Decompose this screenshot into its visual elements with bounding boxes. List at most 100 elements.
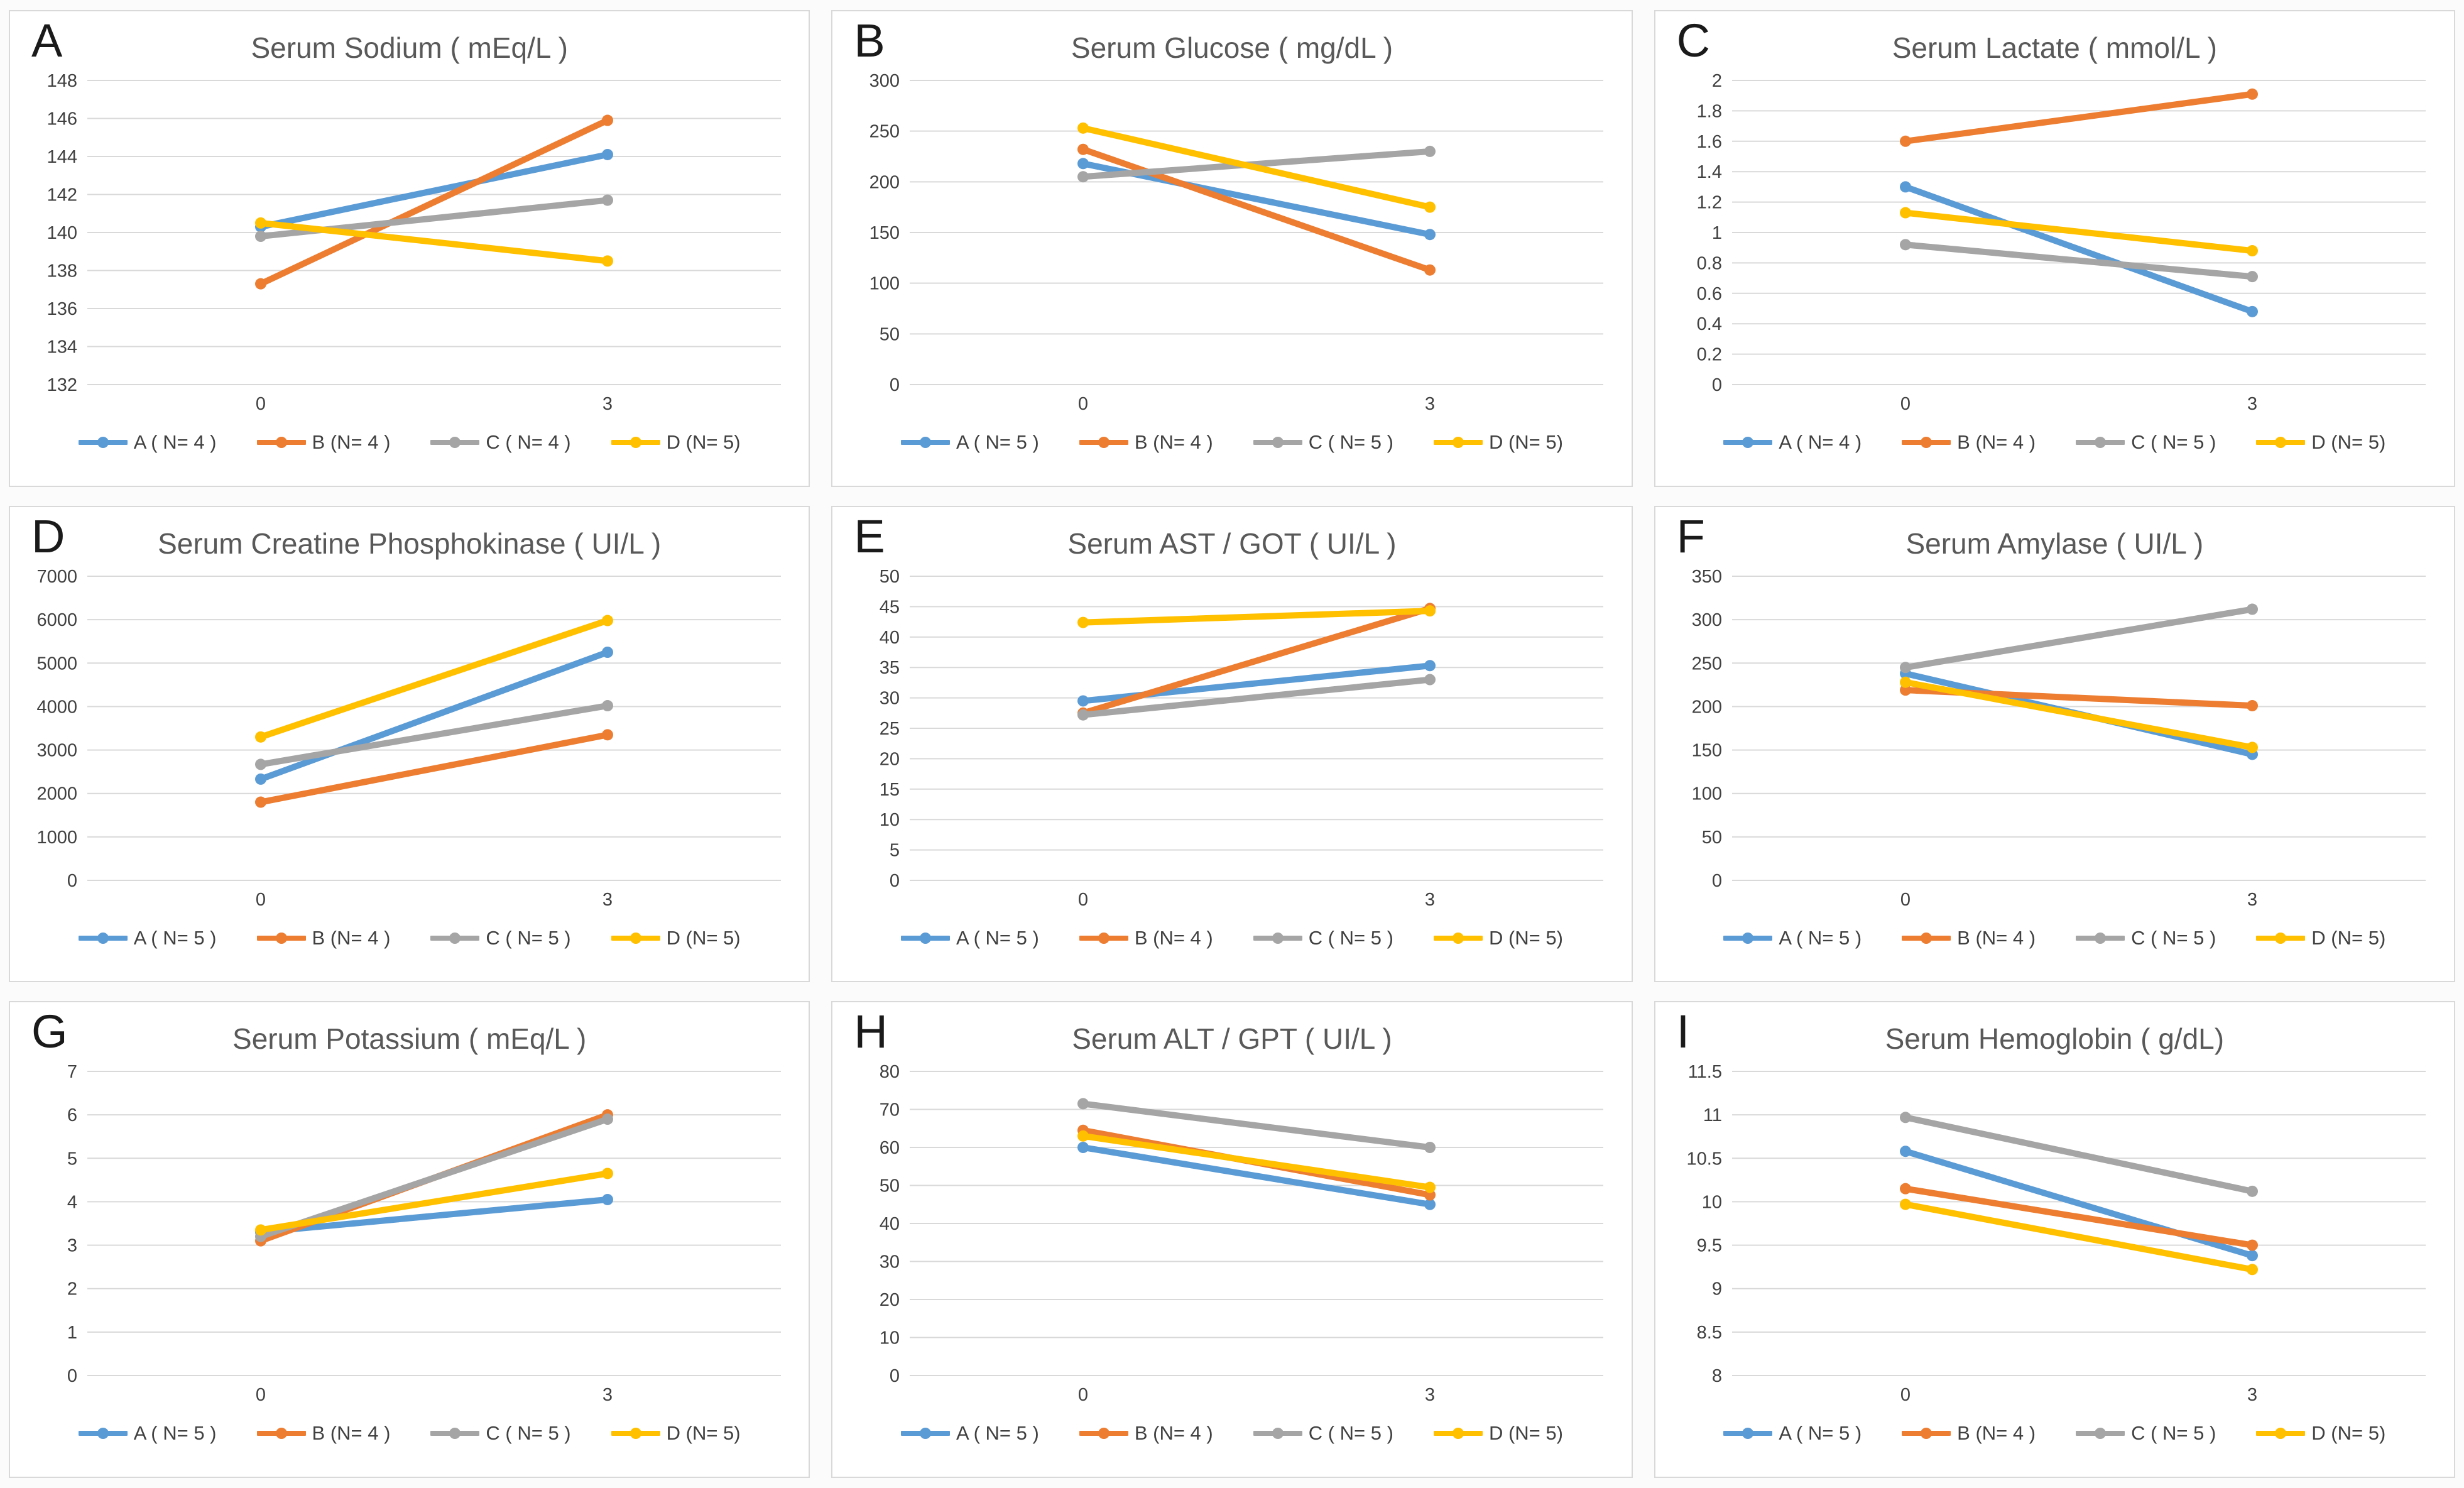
legend-series-marker-icon <box>1079 1428 1128 1440</box>
y-axis-tick-label: 9.5 <box>1697 1236 1722 1256</box>
y-axis-tick-label: 250 <box>869 122 900 142</box>
y-axis-tick-label: 300 <box>1692 610 1722 630</box>
data-point-marker <box>254 231 266 243</box>
data-point-marker <box>1900 135 1912 147</box>
legend-marker <box>275 1428 287 1440</box>
legend-label: C ( N= 5 ) <box>1308 1422 1393 1445</box>
data-point-marker <box>1424 229 1436 241</box>
y-axis-tick-label: 200 <box>1692 697 1722 717</box>
chart-legend-h: A ( N= 5 ) B (N= 4 ) C ( N= 5 ) D (N= 5) <box>832 1411 1631 1456</box>
y-axis-tick-label: 10 <box>880 1328 900 1348</box>
y-axis-tick-label: 1.2 <box>1697 193 1722 213</box>
legend-item: C ( N= 5 ) <box>430 1422 571 1445</box>
legend-series-marker-icon <box>256 932 306 944</box>
legend-item: C ( N= 5 ) <box>2076 1422 2216 1445</box>
legend-series-marker-icon <box>78 1428 128 1440</box>
y-axis-tick-label: 15 <box>880 779 900 799</box>
series-line <box>257 219 611 265</box>
chart-legend-e: A ( N= 5 ) B (N= 4 ) C ( N= 5 ) D (N= 5) <box>832 916 1631 961</box>
legend-marker <box>630 437 641 448</box>
panel-letter-d: D <box>31 510 65 562</box>
legend-series-marker-icon <box>901 1428 951 1440</box>
data-point-marker <box>1900 1112 1912 1124</box>
data-point-marker <box>1077 143 1089 155</box>
x-axis-tick-label: 0 <box>1078 394 1088 414</box>
legend-series-marker-icon <box>2076 1428 2125 1440</box>
data-point-marker <box>1424 659 1436 671</box>
data-point-marker <box>254 217 266 229</box>
legend-label: B (N= 4 ) <box>1134 1422 1213 1445</box>
chart-title-i: Serum Hemoglobin ( g/dL) <box>1885 1022 2225 1056</box>
data-point-marker <box>1900 207 1912 219</box>
chart-panel-e: E Serum AST / GOT ( UI/L ) 50 45 40 35 30 25 2… <box>831 505 1633 983</box>
y-axis-tick-label: 148 <box>46 72 77 91</box>
legend-label: D (N= 5) <box>1488 1422 1563 1445</box>
data-point-marker <box>254 773 266 785</box>
y-axis-tick-label: 8.5 <box>1697 1323 1722 1343</box>
y-axis-tick-label: 0 <box>67 871 77 891</box>
y-axis-tick-label: 10 <box>1702 1193 1722 1213</box>
chart-panel-g: G Serum Potassium ( mEq/L ) 7 6 5 4 3 2 1 0 0 3 A… <box>9 1001 810 1478</box>
series-line <box>1079 676 1433 718</box>
x-axis-tick-label: 0 <box>256 1385 266 1405</box>
data-point-marker <box>2247 1186 2259 1198</box>
data-point-marker <box>1077 616 1089 628</box>
legend-label: A ( N= 4 ) <box>1779 431 1862 453</box>
legend-item: A ( N= 5 ) <box>901 927 1039 949</box>
series-line <box>1079 604 1433 716</box>
chart-title-c: Serum Lactate ( mmol/L ) <box>1892 31 2217 64</box>
data-point-marker <box>601 729 613 741</box>
x-axis-tick-label: 0 <box>1900 1385 1911 1405</box>
series-line <box>257 1170 611 1234</box>
y-axis-tick-label: 20 <box>880 749 900 769</box>
legend-label: B (N= 4 ) <box>1957 1422 2036 1445</box>
x-axis-tick-label: 3 <box>602 890 613 910</box>
chart-legend-i: A ( N= 5 ) B (N= 4 ) C ( N= 5 ) D (N= 5) <box>1655 1411 2454 1456</box>
data-point-marker <box>1900 1146 1912 1157</box>
y-axis-tick-label: 10 <box>880 810 900 830</box>
series-line <box>257 1196 611 1236</box>
legend-item: A ( N= 5 ) <box>78 927 217 949</box>
legend-series-marker-icon <box>430 1428 480 1440</box>
legend-series-marker-icon <box>2256 932 2306 944</box>
legend-marker <box>1921 437 1932 448</box>
legend-series-marker-icon <box>1079 932 1128 944</box>
legend-marker <box>1742 932 1754 944</box>
y-axis-tick-label: 100 <box>869 274 900 294</box>
legend-item: B (N= 4 ) <box>1902 927 2036 949</box>
y-axis-tick-label: 7000 <box>36 567 77 587</box>
legend-marker <box>1098 932 1109 944</box>
y-axis-tick-label: 25 <box>880 719 900 739</box>
y-axis-tick-label: 6000 <box>36 610 77 630</box>
y-axis-tick-label: 45 <box>880 597 900 617</box>
legend-label: D (N= 5) <box>1488 431 1563 453</box>
legend-item: C ( N= 5 ) <box>1253 1422 1393 1445</box>
legend-item: B (N= 4 ) <box>1079 431 1213 454</box>
chart-canvas-f: 350 300 250 200 150 100 50 0 0 3 <box>1692 567 2426 910</box>
series-line <box>257 151 611 230</box>
y-axis-tick-label: 5000 <box>36 654 77 674</box>
y-axis-tick-label: 4000 <box>36 697 77 717</box>
data-point-marker <box>254 796 266 808</box>
data-point-marker <box>1077 1098 1089 1110</box>
series-line <box>1902 606 2256 670</box>
legend-item: A ( N= 5 ) <box>901 431 1039 454</box>
legend-series-marker-icon <box>611 1428 660 1440</box>
data-point-marker <box>254 1224 266 1236</box>
data-point-marker <box>1077 158 1089 170</box>
y-axis-tick-label: 150 <box>1692 740 1722 760</box>
legend-item: C ( N= 5 ) <box>1253 927 1393 949</box>
data-point-marker <box>1424 264 1436 276</box>
data-point-marker <box>254 278 266 290</box>
legend-series-marker-icon <box>901 932 951 944</box>
series-line <box>1902 1201 2256 1273</box>
panel-letter-e: E <box>854 510 885 562</box>
chart-canvas-d: 7000 6000 5000 4000 3000 2000 1000 0 0 3 <box>36 567 781 910</box>
y-axis-tick-label: 136 <box>46 299 77 319</box>
series-line <box>1079 1100 1433 1151</box>
legend-label: C ( N= 5 ) <box>1308 926 1393 949</box>
legend-item: D (N= 5) <box>2256 431 2385 454</box>
legend-marker <box>1452 437 1464 448</box>
legend-marker <box>1921 932 1932 944</box>
